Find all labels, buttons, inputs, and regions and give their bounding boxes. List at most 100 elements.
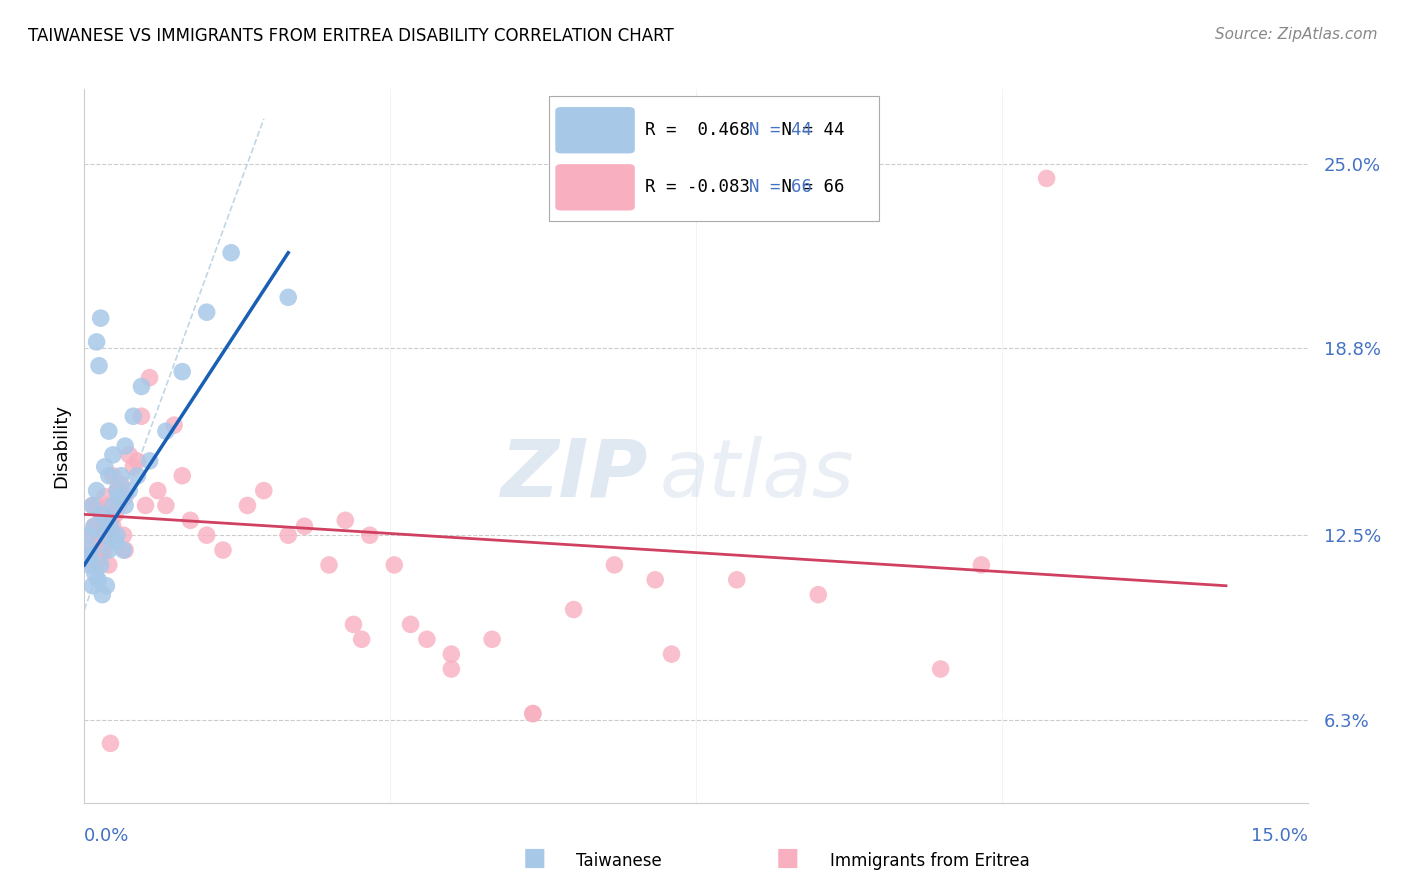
Point bbox=[90, 549, 112, 563]
Point bbox=[90, 558, 112, 572]
Text: Source: ZipAtlas.com: Source: ZipAtlas.com bbox=[1215, 27, 1378, 42]
Point bbox=[172, 365, 194, 379]
Point bbox=[725, 573, 748, 587]
Point bbox=[93, 543, 115, 558]
Point bbox=[127, 454, 149, 468]
Point bbox=[79, 549, 101, 563]
Point bbox=[93, 490, 115, 504]
Point bbox=[84, 566, 107, 581]
Point bbox=[82, 499, 104, 513]
Point bbox=[101, 499, 124, 513]
Point bbox=[440, 647, 463, 661]
Point bbox=[82, 499, 104, 513]
Point bbox=[131, 409, 153, 424]
Point bbox=[91, 588, 114, 602]
Point bbox=[440, 662, 463, 676]
Point bbox=[179, 513, 201, 527]
Text: ZIP: ZIP bbox=[499, 435, 647, 514]
Point bbox=[87, 359, 110, 373]
Text: R = -0.083   N = 66: R = -0.083 N = 66 bbox=[644, 178, 844, 196]
Point bbox=[522, 706, 544, 721]
Point bbox=[82, 579, 104, 593]
Text: Taiwanese: Taiwanese bbox=[576, 852, 662, 870]
Text: atlas: atlas bbox=[659, 435, 853, 514]
Point bbox=[138, 370, 160, 384]
Point bbox=[195, 528, 218, 542]
Point bbox=[77, 528, 100, 542]
Point bbox=[97, 558, 120, 572]
Text: 15.0%: 15.0% bbox=[1250, 827, 1308, 845]
Point bbox=[105, 483, 128, 498]
Point bbox=[87, 573, 110, 587]
Point bbox=[929, 662, 952, 676]
Point bbox=[105, 528, 128, 542]
Point bbox=[416, 632, 439, 647]
Point bbox=[96, 534, 118, 549]
Point bbox=[110, 477, 132, 491]
Point bbox=[100, 736, 122, 750]
Point bbox=[91, 528, 114, 542]
Point bbox=[104, 508, 127, 522]
Point bbox=[97, 468, 120, 483]
Point bbox=[122, 459, 145, 474]
Point bbox=[399, 617, 422, 632]
Point bbox=[138, 454, 160, 468]
Point bbox=[522, 706, 544, 721]
Point bbox=[101, 468, 124, 483]
Point bbox=[318, 558, 340, 572]
Text: ■: ■ bbox=[776, 846, 799, 870]
Point bbox=[97, 499, 120, 513]
Point bbox=[172, 468, 194, 483]
Point bbox=[1035, 171, 1057, 186]
Point bbox=[562, 602, 585, 616]
Point bbox=[90, 513, 112, 527]
Point bbox=[77, 528, 100, 542]
Point bbox=[112, 543, 135, 558]
Point bbox=[195, 305, 218, 319]
Point bbox=[114, 490, 136, 504]
Point bbox=[277, 290, 299, 304]
Text: N = 44: N = 44 bbox=[748, 121, 811, 139]
Point bbox=[104, 534, 127, 549]
Point bbox=[77, 558, 100, 572]
Text: 0.0%: 0.0% bbox=[84, 827, 129, 845]
Point bbox=[80, 543, 103, 558]
Point bbox=[112, 528, 135, 542]
Point bbox=[93, 459, 115, 474]
Point bbox=[82, 558, 104, 572]
Point bbox=[277, 528, 299, 542]
Text: ■: ■ bbox=[523, 846, 546, 870]
Point bbox=[96, 513, 118, 527]
Point bbox=[107, 490, 129, 504]
Point bbox=[97, 543, 120, 558]
Point bbox=[342, 617, 364, 632]
Point bbox=[114, 439, 136, 453]
Point bbox=[90, 311, 112, 326]
Point bbox=[86, 334, 108, 349]
Text: TAIWANESE VS IMMIGRANTS FROM ERITREA DISABILITY CORRELATION CHART: TAIWANESE VS IMMIGRANTS FROM ERITREA DIS… bbox=[28, 27, 673, 45]
Point bbox=[118, 483, 141, 498]
Point bbox=[603, 558, 626, 572]
Point bbox=[253, 483, 276, 498]
Point bbox=[96, 579, 118, 593]
Text: R =  0.468   N = 44: R = 0.468 N = 44 bbox=[644, 121, 844, 139]
Point bbox=[83, 519, 105, 533]
Point bbox=[481, 632, 503, 647]
Point bbox=[212, 543, 235, 558]
Point bbox=[127, 468, 149, 483]
Point bbox=[86, 483, 108, 498]
Point bbox=[807, 588, 830, 602]
Point bbox=[146, 483, 169, 498]
Point bbox=[131, 379, 153, 393]
Point bbox=[118, 448, 141, 462]
Point bbox=[114, 499, 136, 513]
Point bbox=[382, 558, 405, 572]
Point bbox=[970, 558, 993, 572]
Point bbox=[100, 513, 122, 527]
Y-axis label: Disability: Disability bbox=[52, 404, 70, 488]
Point bbox=[93, 528, 115, 542]
Point bbox=[155, 499, 177, 513]
Point bbox=[86, 499, 108, 513]
Point bbox=[294, 519, 316, 533]
Point bbox=[91, 508, 114, 522]
